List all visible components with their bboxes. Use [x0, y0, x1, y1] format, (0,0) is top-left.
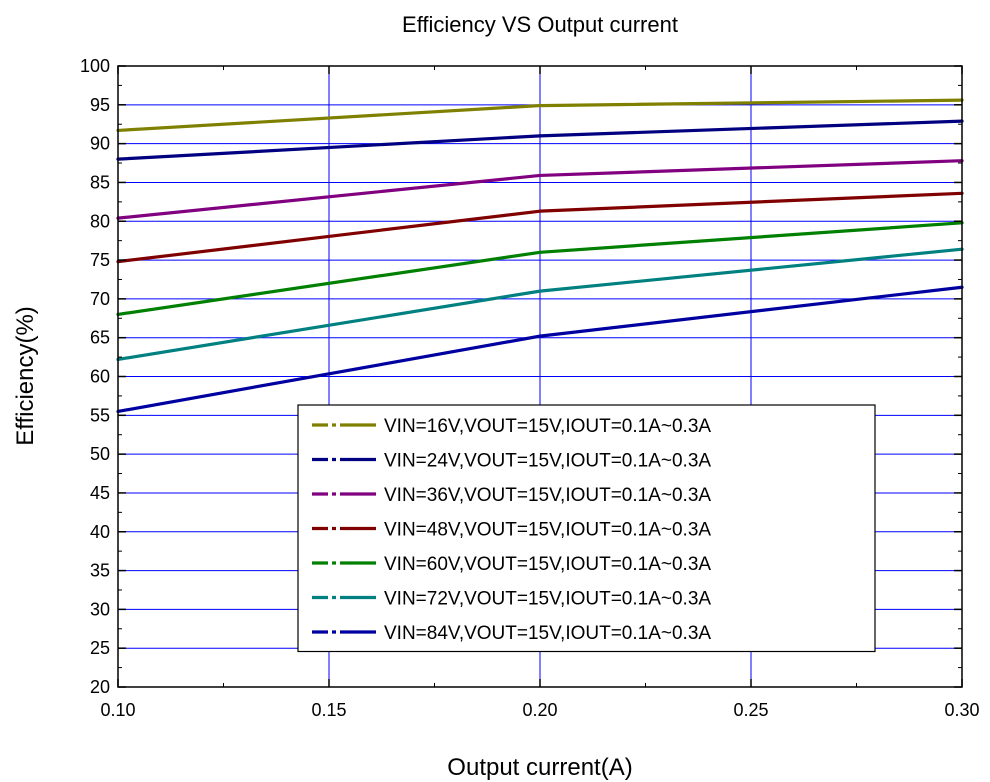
y-tick-label: 40 [90, 522, 110, 542]
legend: VIN=16V,VOUT=15V,IOUT=0.1A~0.3A VIN=24V,V… [297, 404, 876, 653]
y-tick-label: 80 [90, 211, 110, 231]
legend-label-2: VIN=36V,VOUT=15V,IOUT=0.1A~0.3A [384, 485, 711, 506]
data-point [538, 134, 542, 138]
y-tick-label: 95 [90, 95, 110, 115]
y-tick-label: 35 [90, 561, 110, 581]
y-tick-label: 20 [90, 677, 110, 697]
x-tick-label: 0.25 [733, 700, 768, 720]
y-axis-label: Efficiency(%) [12, 306, 39, 446]
data-point [538, 103, 542, 108]
legend-label-1: VIN=24V,VOUT=15V,IOUT=0.1A~0.3A [384, 451, 711, 472]
legend-label-4: VIN=60V,VOUT=15V,IOUT=0.1A~0.3A [384, 554, 711, 575]
axis-ticks: 20 25 30 35 40 45 50 55 60 65 70 75 80 85 90 95 100 0.10 0… [80, 56, 980, 720]
data-point [538, 334, 542, 338]
x-tick-label: 0.15 [311, 700, 346, 720]
y-tick-label: 55 [90, 405, 110, 425]
y-tick-label: 85 [90, 172, 110, 192]
y-tick-label: 30 [90, 599, 110, 619]
y-tick-label: 65 [90, 328, 110, 348]
y-tick-label: 50 [90, 444, 110, 464]
legend-label-6: VIN=84V,VOUT=15V,IOUT=0.1A~0.3A [384, 623, 711, 644]
legend-box [297, 404, 876, 653]
series-lines [116, 98, 964, 414]
y-tick-label: 70 [90, 289, 110, 309]
y-tick-label: 75 [90, 250, 110, 270]
data-point [538, 209, 542, 213]
x-tick-label: 0.20 [522, 700, 557, 720]
x-tick-label: 0.10 [100, 700, 135, 720]
y-tick-label: 45 [90, 483, 110, 503]
y-tick-label: 100 [80, 56, 110, 76]
legend-label-0: VIN=16V,VOUT=15V,IOUT=0.1A~0.3A [384, 416, 711, 437]
chart-title: Efficiency VS Output current [402, 12, 678, 37]
data-point [538, 289, 542, 293]
legend-label-3: VIN=48V,VOUT=15V,IOUT=0.1A~0.3A [384, 520, 711, 541]
legend-label-5: VIN=72V,VOUT=15V,IOUT=0.1A~0.3A [384, 589, 711, 610]
x-tick-label: 0.30 [944, 700, 979, 720]
y-tick-label: 90 [90, 134, 110, 154]
data-point [538, 173, 542, 178]
data-point [538, 250, 542, 254]
y-tick-label: 25 [90, 638, 110, 658]
y-tick-label: 60 [90, 367, 110, 387]
x-axis-label: Output current(A) [447, 754, 632, 781]
